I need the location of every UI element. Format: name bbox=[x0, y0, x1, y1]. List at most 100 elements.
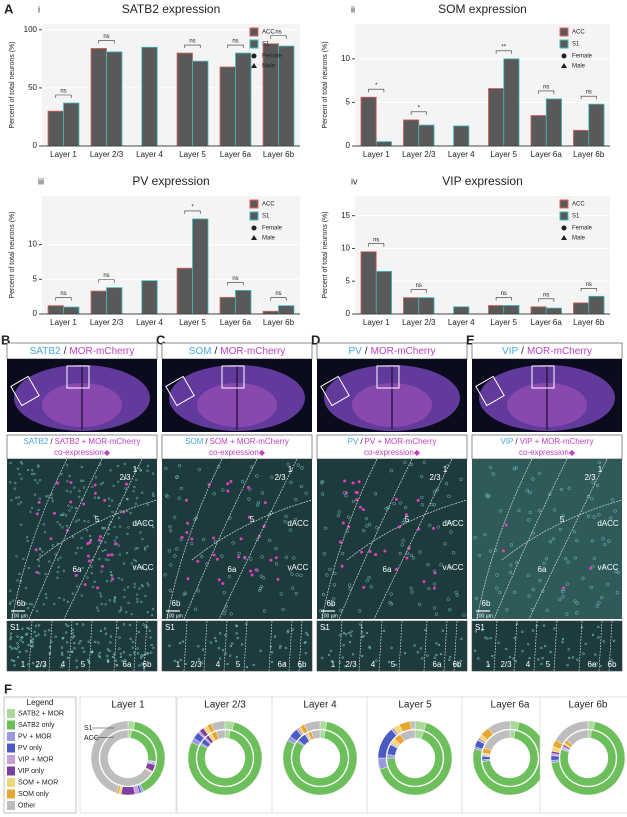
y-tick-label: 0 bbox=[33, 309, 38, 318]
cell bbox=[62, 569, 66, 573]
cell bbox=[332, 583, 337, 587]
co-cell bbox=[186, 521, 190, 525]
bar bbox=[488, 88, 505, 147]
cell bbox=[66, 641, 69, 644]
co-cell bbox=[269, 558, 273, 562]
cell bbox=[512, 657, 515, 660]
cell bbox=[109, 641, 112, 644]
cell bbox=[26, 468, 30, 472]
region-label: vACC bbox=[598, 563, 619, 572]
cell bbox=[107, 558, 110, 562]
sig-label: ns bbox=[60, 291, 66, 297]
cell bbox=[118, 647, 121, 650]
cell bbox=[201, 648, 205, 651]
layer-boundary bbox=[578, 620, 583, 672]
donut-segment bbox=[399, 729, 416, 742]
bar bbox=[360, 96, 377, 147]
cell bbox=[219, 632, 222, 635]
cell bbox=[235, 624, 239, 628]
cell bbox=[365, 579, 369, 583]
cell bbox=[591, 480, 595, 484]
cell bbox=[42, 523, 45, 526]
cell bbox=[602, 565, 606, 569]
cell bbox=[38, 547, 42, 550]
legend-swatch bbox=[559, 27, 569, 37]
s1-layer-label: 5 bbox=[546, 660, 551, 669]
title-part: VIP + MOR-mCherry bbox=[520, 437, 594, 446]
cell bbox=[222, 649, 225, 652]
cell bbox=[294, 591, 298, 596]
legend-label: Male bbox=[262, 236, 276, 242]
co-cell bbox=[237, 555, 241, 559]
cell bbox=[222, 612, 226, 616]
bar bbox=[192, 60, 209, 147]
cell bbox=[16, 635, 19, 638]
co-cell bbox=[344, 491, 348, 495]
sig-bracket bbox=[495, 50, 512, 54]
cell bbox=[592, 515, 596, 519]
cell bbox=[117, 516, 121, 519]
region-label: 6b bbox=[17, 599, 26, 608]
cell bbox=[135, 497, 139, 500]
cell bbox=[439, 563, 443, 567]
cell bbox=[59, 513, 63, 517]
panel-letter: F bbox=[4, 681, 12, 696]
cell bbox=[602, 640, 605, 643]
cell bbox=[139, 468, 142, 472]
cell bbox=[9, 637, 12, 641]
cell bbox=[599, 664, 602, 668]
bar bbox=[235, 289, 252, 315]
cell bbox=[43, 630, 47, 633]
cell bbox=[194, 516, 198, 520]
cell bbox=[457, 665, 460, 668]
cell bbox=[514, 466, 518, 470]
cell bbox=[73, 486, 76, 489]
sig-bracket bbox=[368, 88, 385, 93]
cell bbox=[81, 623, 85, 626]
scale-label: 100 µm bbox=[166, 613, 183, 619]
cell bbox=[9, 481, 12, 484]
layer-boundary bbox=[608, 620, 613, 672]
cell bbox=[86, 658, 90, 662]
cell bbox=[268, 538, 272, 543]
region-label: dACC bbox=[132, 519, 154, 528]
bar bbox=[453, 306, 470, 315]
legend-label: Male bbox=[572, 64, 586, 70]
layer-boundary bbox=[68, 620, 73, 672]
co-cell bbox=[394, 497, 398, 501]
y-axis-label: Percent of total neurons (%) bbox=[9, 211, 16, 298]
cell bbox=[13, 664, 16, 667]
co-cell bbox=[103, 498, 107, 502]
cell bbox=[566, 560, 570, 564]
cell bbox=[497, 641, 500, 645]
legend-swatch bbox=[7, 732, 15, 741]
cell bbox=[91, 485, 94, 489]
co-cell bbox=[422, 580, 426, 584]
cell bbox=[31, 644, 34, 648]
cell bbox=[270, 475, 274, 479]
bar bbox=[530, 115, 547, 147]
sig-label: * bbox=[418, 105, 421, 111]
legend-swatch bbox=[559, 39, 569, 49]
cell bbox=[64, 514, 68, 517]
roi-box bbox=[165, 375, 195, 407]
cell bbox=[491, 472, 496, 476]
cell bbox=[553, 627, 556, 630]
cell bbox=[141, 537, 144, 541]
layer-boundary bbox=[378, 620, 383, 672]
region-label: 6b bbox=[172, 599, 181, 608]
bar bbox=[278, 45, 295, 147]
cell bbox=[444, 482, 449, 486]
cell bbox=[83, 650, 86, 653]
cell bbox=[509, 543, 514, 547]
cell bbox=[112, 484, 115, 487]
legend-label: ACC bbox=[262, 202, 275, 208]
legend-swatch bbox=[7, 766, 15, 776]
cell bbox=[60, 665, 63, 668]
cell bbox=[279, 592, 283, 596]
co-cell bbox=[404, 513, 408, 517]
cell bbox=[14, 496, 18, 499]
bar bbox=[573, 129, 590, 147]
cell bbox=[384, 506, 388, 511]
co-cell bbox=[49, 537, 53, 541]
